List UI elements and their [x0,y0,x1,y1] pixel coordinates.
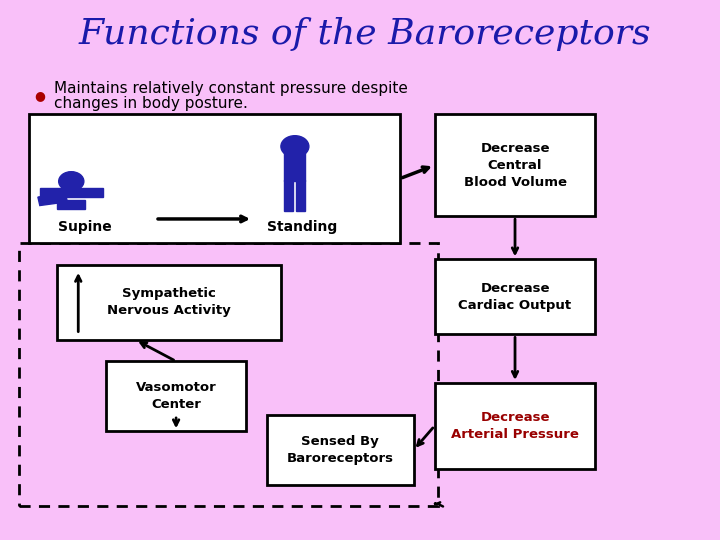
FancyBboxPatch shape [58,265,281,340]
Text: Vasomotor
Center: Vasomotor Center [135,381,217,411]
Circle shape [281,136,309,157]
Bar [297,180,305,211]
Text: Supine: Supine [58,220,112,234]
FancyBboxPatch shape [267,415,414,485]
Bar [284,180,294,211]
FancyBboxPatch shape [435,259,595,334]
FancyBboxPatch shape [30,114,400,243]
Text: Sympathetic
Nervous Activity: Sympathetic Nervous Activity [107,287,231,317]
Text: ●: ● [35,89,45,102]
Text: Standing: Standing [266,220,337,234]
Bar [40,188,103,198]
Text: Decrease
Arterial Pressure: Decrease Arterial Pressure [451,411,579,441]
Circle shape [59,172,84,191]
Bar [284,149,305,181]
Text: Decrease
Central
Blood Volume: Decrease Central Blood Volume [464,141,567,189]
Bar [38,193,68,206]
Text: Sensed By
Baroreceptors: Sensed By Baroreceptors [287,435,394,465]
FancyBboxPatch shape [435,383,595,469]
FancyBboxPatch shape [107,361,246,431]
Text: Functions of the Baroreceptors: Functions of the Baroreceptors [78,17,651,51]
Text: Decrease
Cardiac Output: Decrease Cardiac Output [459,282,572,312]
Bar [58,200,85,209]
FancyBboxPatch shape [435,114,595,217]
Text: Maintains relatively constant pressure despite: Maintains relatively constant pressure d… [54,81,408,96]
Text: changes in body posture.: changes in body posture. [54,96,248,111]
